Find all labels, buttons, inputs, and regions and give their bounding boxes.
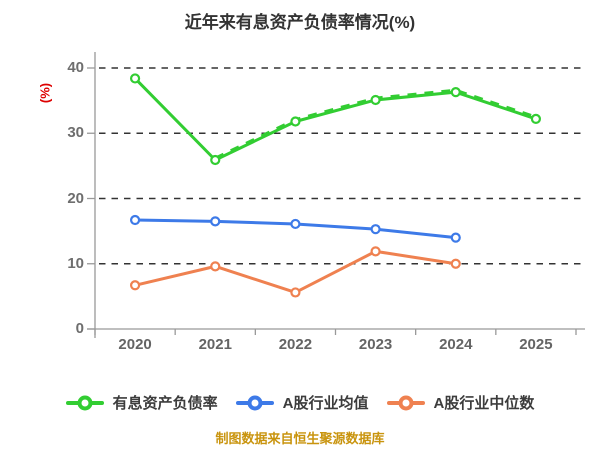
x-tick-label: 2021 (198, 336, 232, 353)
data-point-marker (290, 287, 301, 298)
data-point-marker (290, 218, 301, 230)
legend-item-1[interactable]: A股行业均值 (235, 392, 369, 413)
x-tick-label: 2025 (519, 336, 553, 353)
y-tick-label: 40 (67, 59, 84, 76)
series-line-2 (133, 249, 458, 294)
legend-item-0[interactable]: 有息资产负债率 (65, 392, 218, 413)
data-point-marker (210, 216, 221, 227)
data-point-marker (129, 280, 141, 291)
data-point-marker (370, 94, 381, 106)
y-tick-label: 10 (67, 254, 84, 272)
chart-legend: 有息资产负债率 A股行业均值 A股行业中位数 (0, 392, 600, 413)
data-point-marker (129, 73, 141, 84)
y-tick-label: 20 (67, 189, 84, 207)
data-point-marker (370, 246, 381, 257)
legend-dot-icon (398, 395, 413, 410)
y-tick-label: 30 (67, 124, 84, 142)
legend-label: 有息资产负债率 (112, 395, 218, 412)
data-point-marker (129, 214, 141, 226)
chart-title: 近年来有息资产负债率情况(%) (184, 13, 416, 32)
x-tick-label: 2024 (439, 336, 473, 353)
legend-label: A股行业均值 (282, 395, 369, 412)
data-source-note: 制图数据来自恒生聚源数据库 (215, 431, 385, 446)
data-point-marker (530, 113, 542, 124)
legend-label: A股行业中位数 (433, 395, 535, 412)
data-point-marker (290, 116, 301, 127)
x-tick-label: 2023 (358, 336, 393, 353)
x-tick-label: 2022 (278, 336, 313, 353)
data-point-marker (450, 232, 461, 243)
data-point-marker (210, 261, 221, 272)
legend-item-2[interactable]: A股行业中位数 (386, 392, 535, 413)
data-point-marker (210, 154, 221, 166)
legend-line-icon (386, 395, 425, 410)
data-point-marker (450, 258, 461, 269)
legend-line-icon (235, 395, 274, 410)
legend-dot-icon (247, 395, 263, 410)
data-point-marker (450, 87, 461, 98)
x-tick-label: 2020 (118, 336, 152, 353)
y-tick-label: 0 (75, 320, 84, 337)
legend-dot-icon (77, 395, 93, 410)
series-line-0 (133, 76, 538, 162)
data-point-marker (370, 224, 381, 235)
legend-line-icon (65, 395, 104, 410)
